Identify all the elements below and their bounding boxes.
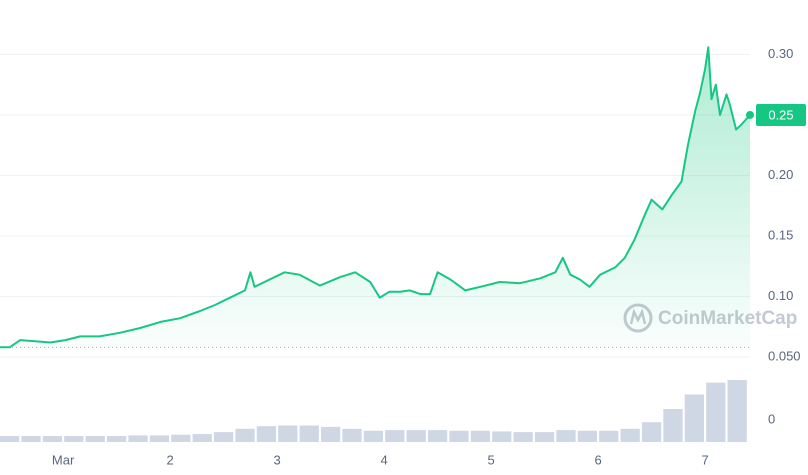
volume-bar [406, 430, 426, 442]
volume-bar [556, 430, 576, 442]
volume-bar [599, 430, 619, 442]
volume-bar [577, 430, 598, 442]
volume-bar [684, 394, 704, 442]
volume-bar [534, 432, 555, 442]
volume-bar [385, 430, 405, 442]
volume-bar [42, 436, 63, 442]
price-area [0, 47, 750, 348]
x-tick-label: 2 [166, 452, 173, 467]
x-tick-label: 6 [594, 452, 601, 467]
volume-bar [492, 431, 512, 442]
price-badge-label: 0.25 [768, 107, 793, 122]
volume-bar [278, 425, 298, 442]
volume-bar [64, 436, 84, 442]
volume-bar [171, 434, 191, 442]
volume-bar [256, 426, 277, 442]
volume-bar [235, 428, 255, 442]
volume-bar [149, 435, 170, 442]
x-tick-label: 3 [273, 452, 280, 467]
x-tick-label: Mar [52, 452, 75, 467]
volume-tick-label: 0 [768, 411, 775, 426]
volume-bar [213, 432, 234, 442]
volume-bar [449, 430, 469, 442]
y-tick-label: 0.30 [768, 46, 793, 61]
last-point [746, 110, 754, 119]
volume-bar [128, 435, 148, 442]
volume-bar [106, 436, 127, 442]
price-badge [756, 103, 806, 126]
price-line [0, 46, 751, 349]
volume-bar [0, 436, 20, 442]
volume-bar [85, 436, 105, 442]
x-tick-label: 5 [487, 452, 494, 467]
volume-bar [641, 422, 662, 442]
volume-bar [342, 428, 362, 442]
volume-bar [470, 430, 491, 442]
volume-bar [706, 382, 726, 442]
x-tick-label: 4 [380, 452, 387, 467]
volume-bar [320, 426, 341, 442]
volume-bar [727, 379, 747, 442]
volume-bar [663, 409, 683, 442]
volume-bar [427, 430, 448, 442]
volume-bar [363, 430, 384, 442]
y-tick-label: 0.050 [768, 348, 801, 363]
volume-bar [513, 432, 533, 442]
x-tick-label: 7 [701, 452, 708, 467]
volume-bar [192, 434, 212, 442]
y-tick-label: 0.15 [768, 227, 793, 242]
y-tick-label: 0.10 [768, 288, 793, 303]
volume-bar [21, 436, 41, 442]
volume-bar [620, 428, 640, 442]
y-tick-label: 0.20 [768, 167, 793, 182]
volume-bar [299, 425, 319, 442]
